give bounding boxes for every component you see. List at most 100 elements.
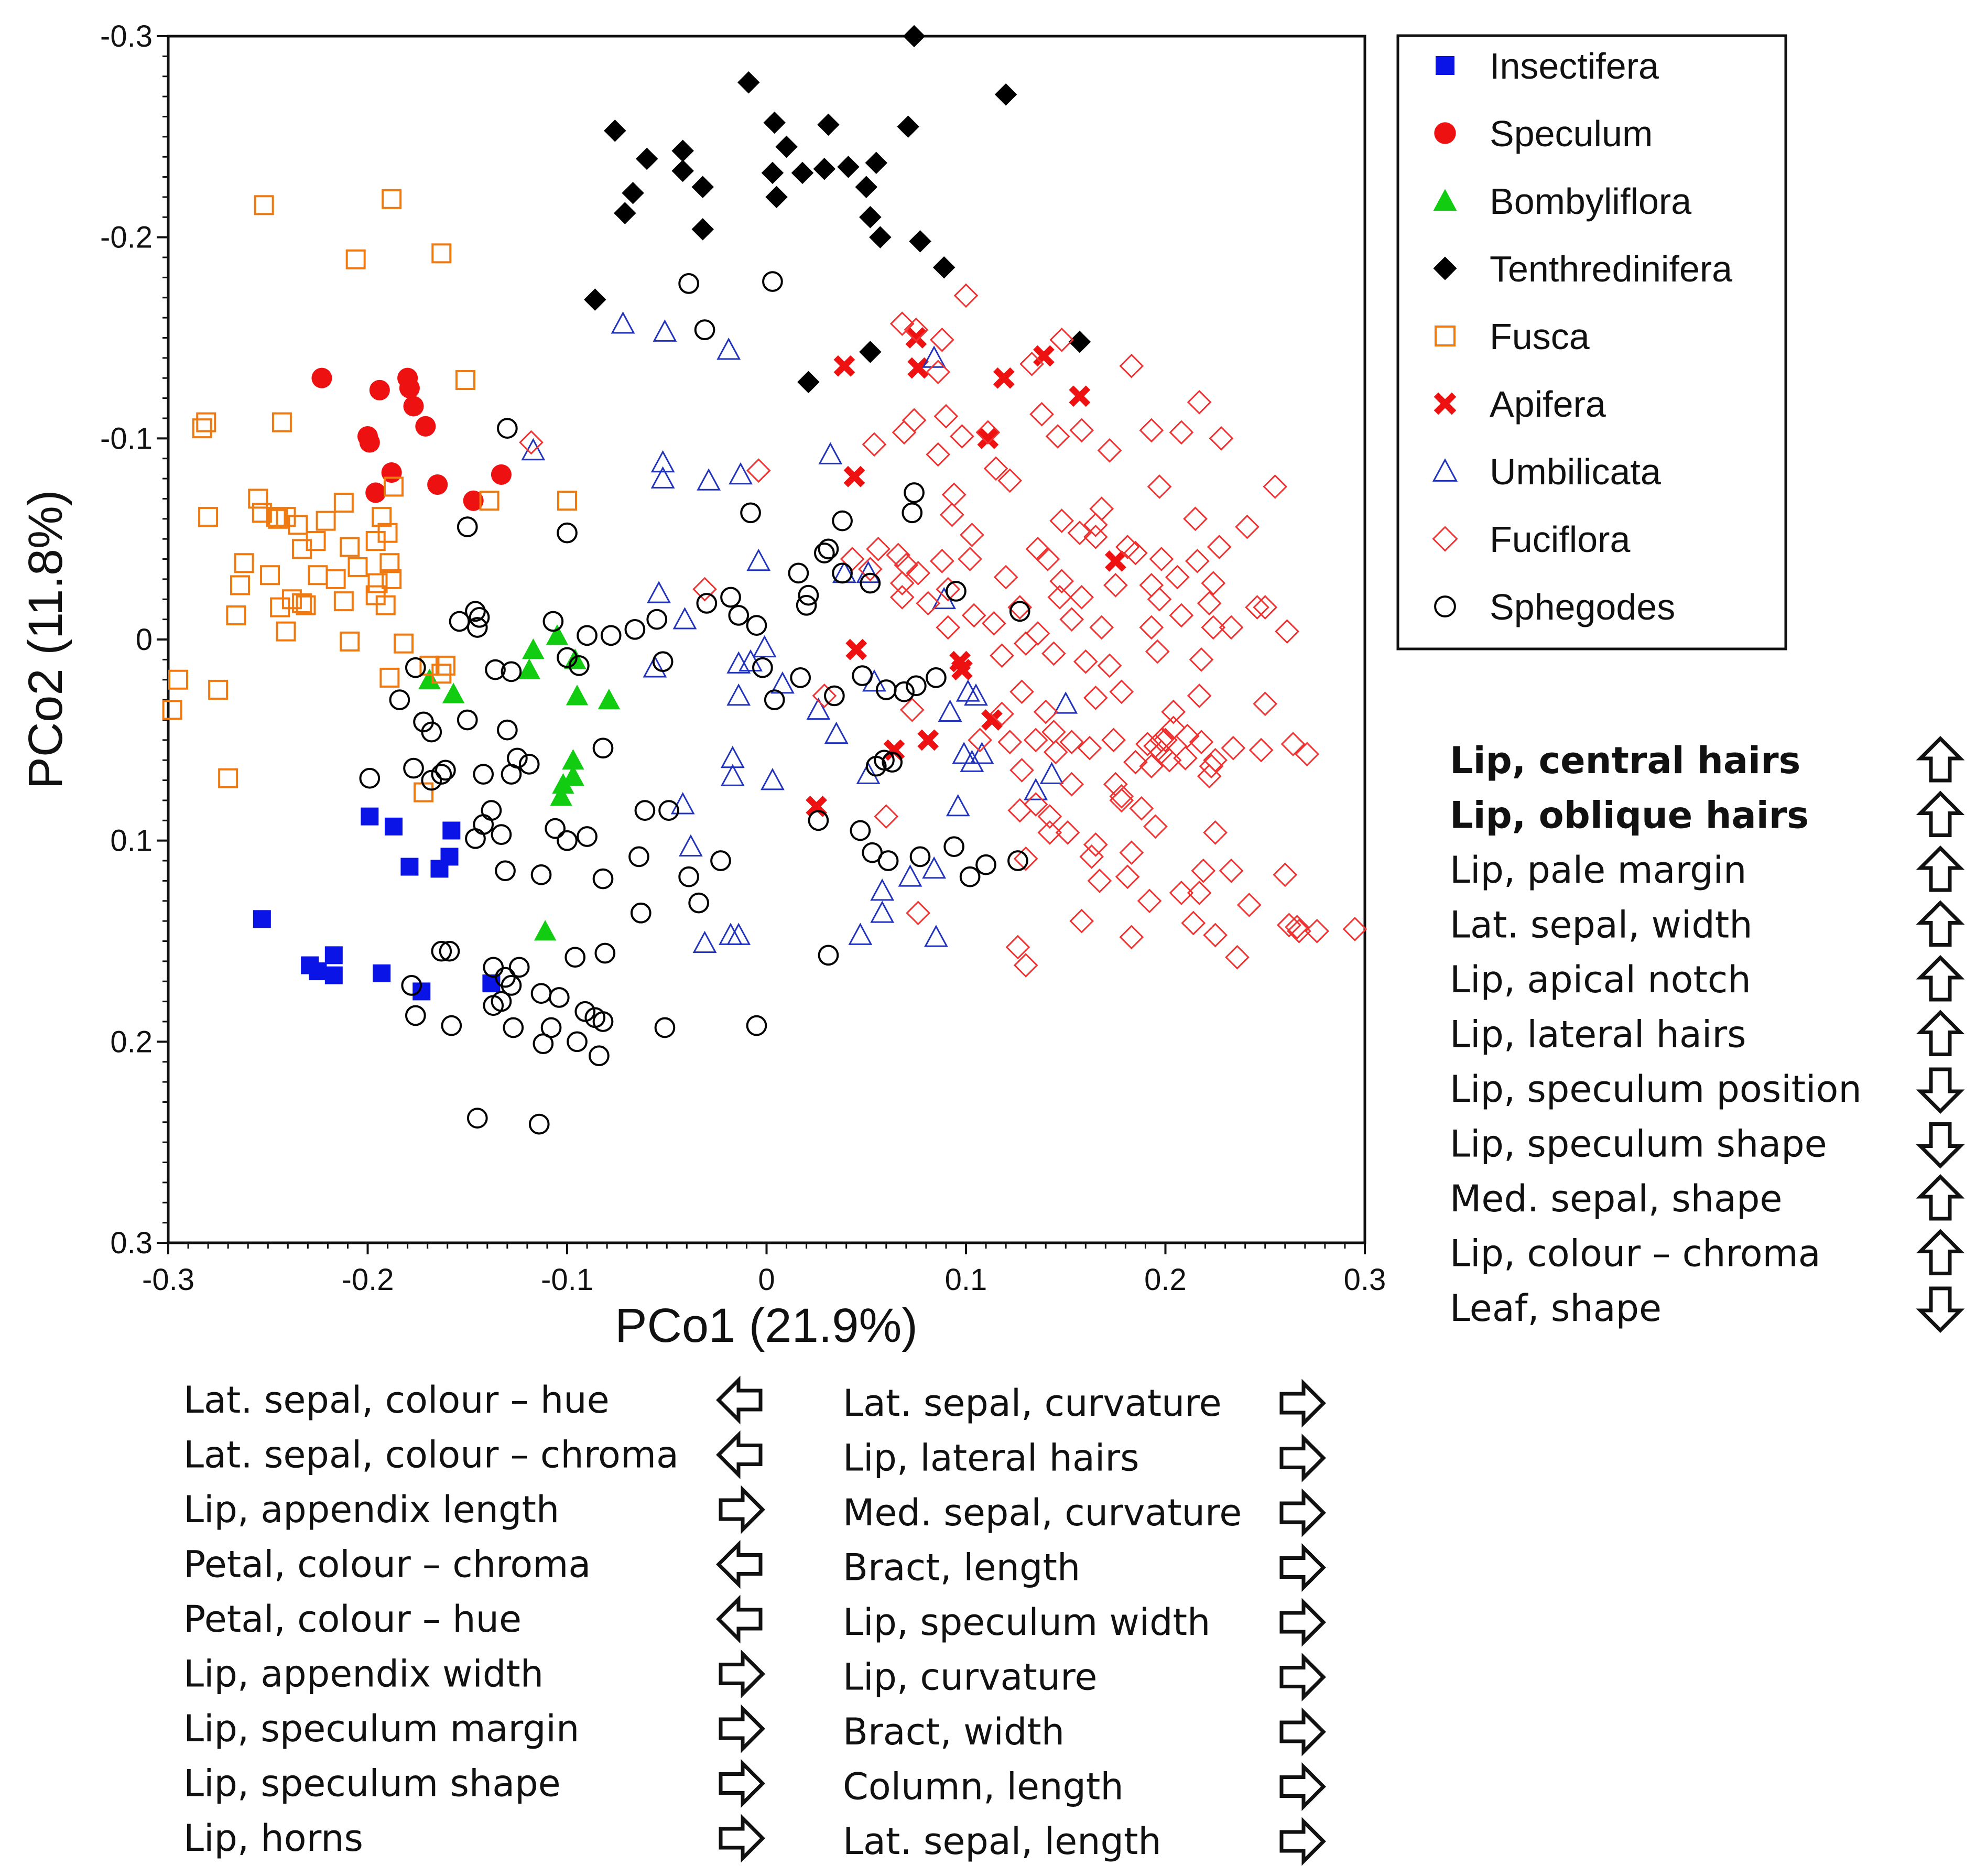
data-point: [646, 609, 668, 630]
pco1-variable-list-right: Lat. sepal, curvature Lip, lateral hairs M…: [843, 1379, 1326, 1866]
data-point: [421, 769, 442, 791]
legend-label: Fusca: [1490, 316, 1590, 357]
pco2-variable-label: Lip, central hairs: [1450, 739, 1800, 782]
y-axis-ticks: -0.3 -0.2 -0.1 0 0.1 0.2 0.3: [100, 19, 168, 1260]
data-point: [647, 581, 671, 603]
data-point: [614, 202, 636, 224]
legend-box: [1396, 34, 1787, 650]
data-point: [654, 1017, 676, 1038]
data-point: [466, 1108, 488, 1129]
data-point: [1143, 814, 1168, 839]
data-point: [272, 412, 292, 432]
data-point: [837, 156, 860, 178]
data-point: [791, 161, 814, 185]
data-point: [870, 879, 895, 901]
data-point: [869, 226, 892, 248]
data-point: [1013, 953, 1038, 978]
data-point: [902, 502, 923, 524]
data-point: [400, 858, 419, 876]
data-point: [592, 1011, 614, 1032]
data-point: [926, 360, 951, 385]
pco2-variable-label: Lip, lateral hairs: [1450, 1013, 1746, 1056]
data-point: [936, 577, 961, 602]
y-tick-label: 0.1: [110, 824, 153, 858]
up-arrow-icon: [1916, 845, 1965, 892]
y-tick-label: -0.1: [100, 421, 153, 456]
pco1-variable-label: Lat. sepal, curvature: [843, 1382, 1222, 1425]
data-point: [997, 730, 1023, 755]
right-arrow-icon: [1279, 1598, 1326, 1647]
data-point: [813, 157, 836, 180]
data-point: [501, 661, 522, 682]
data-point: [746, 1015, 767, 1036]
series-sphegodes: [359, 271, 1030, 1135]
data-point: [740, 502, 761, 524]
data-point: [528, 1113, 550, 1135]
data-point: [540, 1017, 562, 1038]
data-point: [765, 186, 788, 209]
data-point: [630, 902, 652, 924]
data-point: [455, 370, 475, 391]
data-point: [960, 750, 984, 772]
data-point: [688, 892, 709, 914]
series-fusca: [162, 189, 577, 803]
right-arrow-icon: [719, 1759, 765, 1808]
data-point: [600, 625, 622, 646]
data-point: [904, 482, 925, 503]
data-point: [564, 947, 586, 968]
data-point: [720, 587, 741, 608]
data-point: [598, 688, 621, 710]
data-point: [1047, 585, 1072, 610]
data-point: [457, 709, 478, 731]
legend-label: Bombyliflora: [1490, 181, 1691, 222]
data-point: [533, 1033, 554, 1055]
data-point: [797, 371, 820, 394]
data-point: [746, 548, 771, 571]
data-point: [1059, 607, 1084, 632]
x-tick-label: -0.3: [142, 1263, 194, 1297]
data-point: [932, 256, 956, 279]
data-point: [589, 1045, 610, 1067]
data-point: [1037, 804, 1062, 829]
data-point: [611, 311, 635, 334]
data-point: [862, 432, 887, 457]
data-point: [1225, 945, 1250, 970]
data-point: [530, 864, 552, 885]
data-point: [997, 468, 1023, 493]
data-point: [929, 327, 954, 352]
data-point: [746, 458, 771, 483]
data-point: [192, 418, 212, 439]
data-point: [824, 685, 845, 707]
data-point: [491, 824, 512, 845]
data-point: [886, 543, 911, 568]
data-point: [340, 631, 360, 652]
right-arrow-icon: [1279, 1762, 1326, 1811]
legend-marker-apifera: [1434, 392, 1457, 415]
data-point: [678, 866, 699, 887]
data-point: [1219, 615, 1244, 640]
data-point: [1187, 389, 1212, 415]
pco1-variable-label: Lip, lateral hairs: [843, 1437, 1139, 1480]
legend-label: Umbilicata: [1490, 451, 1661, 492]
data-point: [796, 594, 817, 616]
data-point: [268, 508, 288, 529]
data-point: [845, 638, 867, 660]
data-point: [1069, 385, 1091, 407]
x-tick-label: -0.2: [342, 1263, 394, 1297]
data-point: [1139, 615, 1164, 640]
data-point: [1199, 754, 1224, 779]
data-point: [843, 465, 865, 487]
data-point: [961, 603, 986, 628]
data-point: [1275, 619, 1299, 644]
pco1-variable-label: Lip, appendix width: [183, 1653, 544, 1696]
data-point: [465, 828, 486, 849]
data-point: [1185, 548, 1210, 573]
pco2-variable-label: Lip, oblique hairs: [1450, 794, 1809, 837]
data-point: [865, 151, 888, 174]
data-point: [384, 817, 403, 836]
data-point: [1253, 595, 1278, 620]
data-point: [594, 942, 616, 964]
data-point: [975, 854, 996, 875]
data-point: [1285, 915, 1310, 940]
data-point: [907, 357, 929, 379]
